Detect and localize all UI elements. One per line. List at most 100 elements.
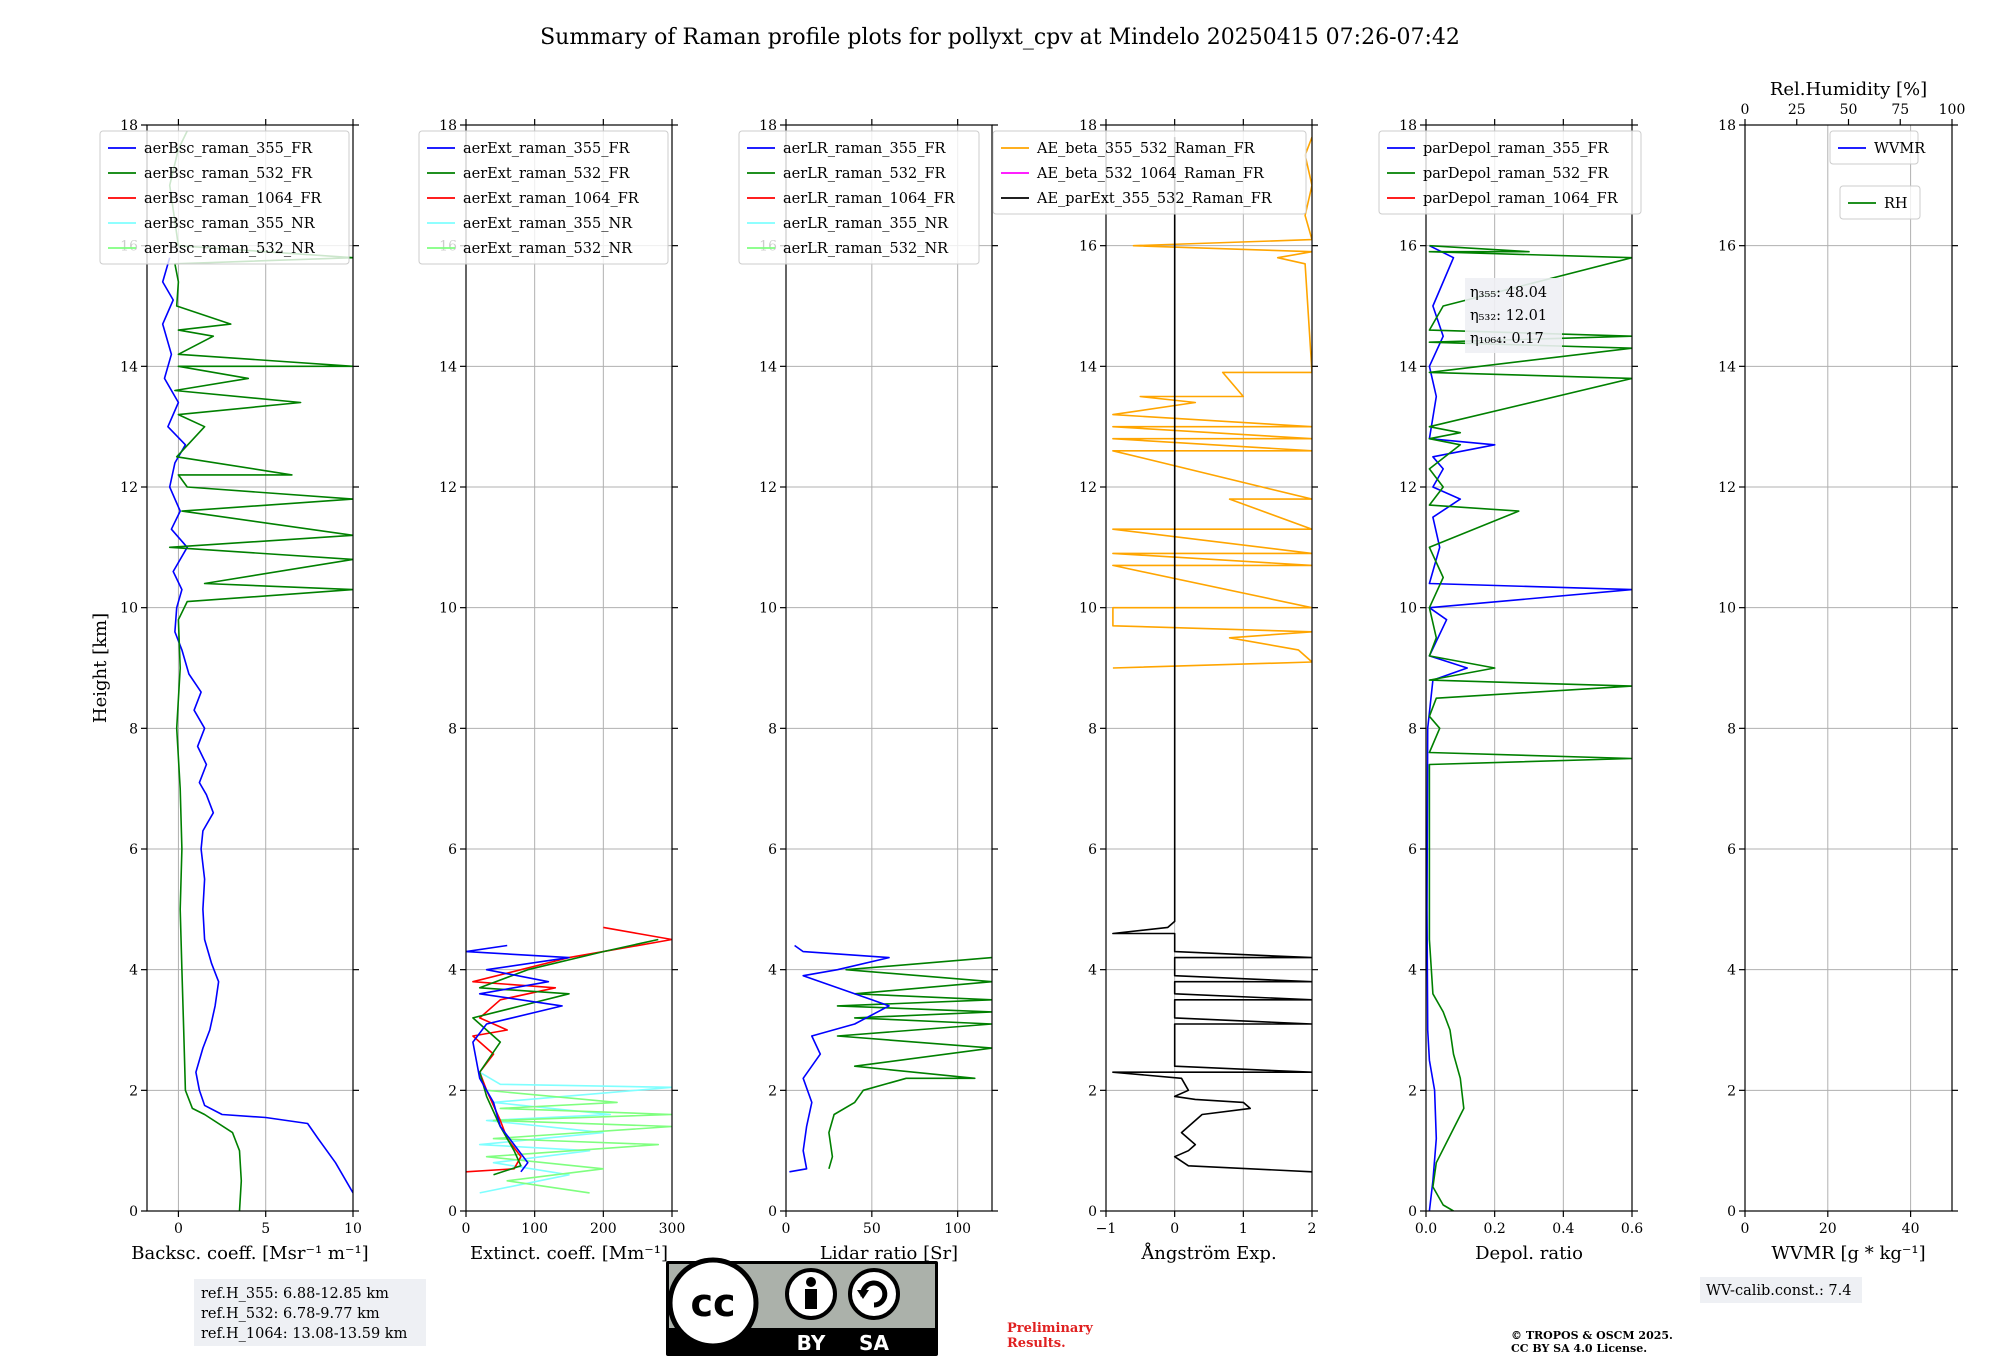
eta-box [1465, 278, 1562, 353]
ytick-label-14: 14 [1399, 359, 1417, 375]
legend-label: WVMR [1874, 141, 1926, 157]
series-aerLR_raman_355_FR [789, 944, 890, 1173]
ytick-label-14: 14 [120, 359, 138, 375]
series-aerBsc_raman_532_FR [168, 130, 353, 1211]
legend-lr: aerLR_raman_355_FR aerLR_raman_532_FR aerL… [738, 130, 980, 265]
xtick-label-0: 0 [1170, 1221, 1179, 1237]
reference-height-box: ref.H_355: 6.88-12.85 km ref.H_532: 6.78… [194, 1279, 426, 1346]
sa-arrow-head [857, 1290, 869, 1299]
ytick-label-16: 16 [1079, 239, 1097, 255]
by-person-head [806, 1277, 816, 1287]
series-group-lr [789, 944, 992, 1173]
ytick-label-8: 8 [129, 721, 138, 737]
eta-355: η₃₅₅: 48.04 [1470, 285, 1547, 301]
xtick-label-0: 0.0 [1415, 1221, 1437, 1237]
ytick-label-14: 14 [1718, 359, 1736, 375]
legend-ext-frame [418, 130, 669, 265]
series-group-ext [466, 926, 672, 1194]
legend-label: aerBsc_raman_532_FR [144, 166, 313, 182]
ytick-label-10: 10 [1399, 601, 1417, 617]
ytick-label-10: 10 [120, 601, 138, 617]
axes-frame-lr [785, 124, 993, 1212]
legend-label: AE_beta_355_532_Raman_FR [1036, 141, 1256, 157]
series-AE_parExt_355_532_Raman_FR [1112, 137, 1312, 1173]
legend-label: aerBsc_raman_532_NR [144, 241, 316, 257]
xtick-label-20: 20 [1819, 1221, 1837, 1237]
axes-frame-wv [1744, 124, 1953, 1212]
eta-532: η₅₃₂: 12.01 [1470, 308, 1547, 324]
ytick-label-4: 4 [1408, 963, 1417, 979]
legend-label: aerBsc_raman_355_FR [144, 141, 313, 157]
eta-1064: η₁₀₆₄: 0.17 [1470, 331, 1544, 347]
wv-calib-box: WV-calib.const.: 7.4 [1700, 1277, 1862, 1303]
legend-ae: AE_beta_355_532_Raman_FR AE_beta_532_1064… [992, 130, 1307, 215]
legend-label: parDepol_raman_1064_FR [1423, 191, 1619, 207]
ytick-label-8: 8 [448, 721, 457, 737]
legend-lr-frame [738, 130, 980, 265]
preliminary-line1: Preliminary [1007, 1321, 1093, 1336]
xtick-label-0: 0 [462, 1221, 471, 1237]
legend-label: aerLR_raman_532_FR [783, 166, 946, 182]
panels: 0246810121416180510Backsc. coeff. [Msr⁻¹… [99, 79, 1965, 1264]
ytick-label-2: 2 [1088, 1083, 1097, 1099]
series-AE_beta_355_532_Raman_FR [1112, 136, 1312, 669]
ytick-label-14: 14 [759, 359, 777, 375]
series-aerExt_raman_355_NR [478, 1071, 672, 1194]
eta-annotation: η₃₅₅: 48.04 η₅₃₂: 12.01 η₁₀₆₄: 0.17 [1465, 278, 1562, 353]
wv-calib-text: WV-calib.const.: 7.4 [1706, 1283, 1852, 1299]
legend-dep: parDepol_raman_355_FR parDepol_raman_532_… [1378, 130, 1642, 215]
series-aerLR_raman_532_FR [828, 956, 992, 1170]
legend2-wv-frame [1839, 185, 1921, 220]
legend-label: aerExt_raman_355_NR [463, 216, 633, 232]
xtick-label-5: 5 [261, 1221, 270, 1237]
xtick-label-40: 40 [1902, 1221, 1920, 1237]
legend-wv: WVMR [1829, 130, 1926, 165]
ytick-label-8: 8 [1408, 721, 1417, 737]
top-axis-label-wv: Rel.Humidity [%] [1770, 79, 1927, 100]
series-group-bsc [161, 130, 353, 1211]
wv-calib-box-bg [1700, 1277, 1862, 1303]
ytick-label-16: 16 [1399, 239, 1417, 255]
panel-lr: 024681012141618050100Lidar ratio [Sr]aer… [738, 118, 998, 1264]
xtick-label-2: 2 [1308, 1221, 1317, 1237]
series-aerBsc_raman_355_FR [161, 257, 353, 1194]
ytick-label-12: 12 [759, 480, 777, 496]
legend-label: aerBsc_raman_355_NR [144, 216, 316, 232]
ytick-label-8: 8 [1088, 721, 1097, 737]
legend-ae-frame [992, 130, 1307, 215]
axes-frame-ae [1105, 124, 1313, 1212]
xtick-label-0.2: 0.2 [1484, 1221, 1506, 1237]
legend-label: aerExt_raman_355_FR [463, 141, 631, 157]
ytick-label-10: 10 [759, 601, 777, 617]
xtick-label-0.4: 0.4 [1552, 1221, 1574, 1237]
ytick-label-0: 0 [768, 1204, 777, 1220]
ytick-label-8: 8 [768, 721, 777, 737]
ytick-label-10: 10 [1079, 601, 1097, 617]
by-label: BY [797, 1331, 826, 1355]
by-person-body [805, 1289, 817, 1309]
xtick-label-100: 100 [944, 1221, 971, 1237]
preliminary-line2: Results. [1007, 1336, 1066, 1351]
series-aerExt_raman_355_FR [466, 944, 570, 1173]
legend-label: aerExt_raman_1064_FR [463, 191, 640, 207]
legend2-wv: RH [1839, 185, 1921, 220]
xtick-label-300: 300 [659, 1221, 686, 1237]
ytick-label-2: 2 [768, 1083, 777, 1099]
y-axis-label: Height [km] [90, 613, 111, 723]
ytick-label-2: 2 [1727, 1083, 1736, 1099]
ytick-label-18: 18 [120, 118, 138, 134]
axes-frame-ext [465, 124, 673, 1212]
x-axis-label-lr: Lidar ratio [Sr] [820, 1243, 958, 1264]
x-axis-label-wv: WVMR [g * kg⁻¹] [1771, 1243, 1925, 1264]
legend-label: aerLR_raman_355_FR [783, 141, 946, 157]
xtick-label-0: 0 [782, 1221, 791, 1237]
ytick-label-12: 12 [1399, 480, 1417, 496]
ytick-label-12: 12 [1079, 480, 1097, 496]
legend-label: AE_beta_532_1064_Raman_FR [1036, 166, 1265, 182]
legend-ext: aerExt_raman_355_FR aerExt_raman_532_FRae… [418, 130, 669, 265]
ytick-label-18: 18 [1399, 118, 1417, 134]
legend-label: aerExt_raman_532_NR [463, 241, 633, 257]
cc-icon [667, 1257, 759, 1349]
sa-share-alike-icon [848, 1268, 900, 1320]
